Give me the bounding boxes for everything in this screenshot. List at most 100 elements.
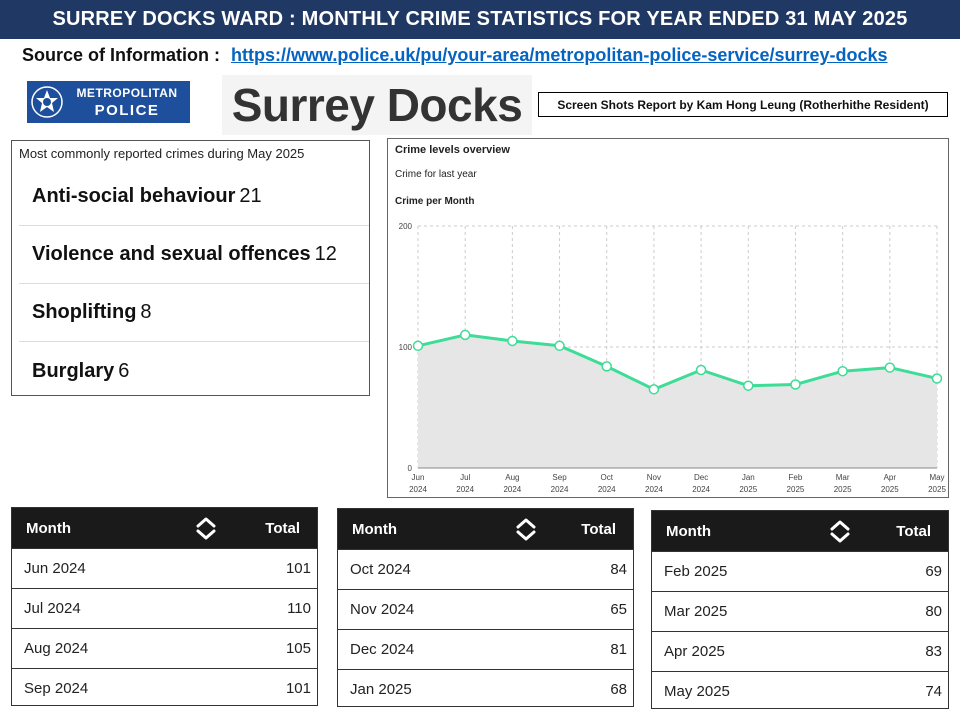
crime-chart-panel: 0 100 200 Jun 2024 Jul 2024 Aug 2024 Sep 2024 Oct 20… (387, 138, 949, 498)
series-line (417, 333, 938, 391)
row-total: 68 (610, 681, 627, 698)
x-tick-label-year: 2025 (881, 485, 899, 494)
data-point (695, 364, 707, 376)
row-month: Oct 2024 (350, 561, 411, 578)
common-crimes-panel: Most commonly reported crimes during May… (11, 140, 370, 396)
total-column-header: Total (896, 522, 931, 540)
row-total: 81 (610, 641, 627, 658)
monthly-table-2: Month Total Oct 2024 84 Nov 2024 65 Dec 20… (337, 508, 634, 707)
y-tick-label: 100 (399, 343, 413, 352)
x-tick-label-month: Jul (460, 473, 470, 482)
x-tick-label-month: Jun (412, 473, 425, 482)
total-column-header: Total (265, 519, 300, 537)
month-column-header: Month (352, 520, 397, 538)
crime-item: Shoplifting 8 (19, 284, 369, 342)
crime-item: Anti-social behaviour 21 (19, 168, 369, 226)
x-tick-label-year: 2025 (739, 485, 757, 494)
data-point (931, 373, 943, 384)
row-total: 105 (285, 640, 311, 657)
row-month: Sep 2024 (24, 680, 89, 697)
table-row: May 2025 74 (652, 671, 948, 711)
table-row: Jun 2024 101 (12, 548, 317, 588)
row-month: Mar 2025 (664, 603, 728, 620)
table-row: Dec 2024 81 (338, 629, 633, 669)
crime-item: Violence and sexual offences 12 (19, 226, 369, 284)
crime-name: Violence and sexual offences (32, 243, 311, 265)
x-tick-label-month: Aug (505, 473, 519, 482)
x-tick-label-month: Feb (789, 473, 803, 482)
common-crimes-heading: Most commonly reported crimes during May… (19, 146, 305, 161)
logo-line-1: METROPOLITAN (76, 86, 178, 100)
page-banner: SURREY DOCKS WARD : MONTHLY CRIME STATIS… (0, 0, 960, 39)
sort-toggle-icon[interactable] (194, 516, 218, 540)
month-column-header: Month (666, 522, 711, 540)
x-tick-label-year: 2024 (409, 485, 427, 494)
data-point (743, 380, 754, 391)
total-column-header: Total (581, 520, 616, 538)
data-point (884, 362, 896, 373)
crime-count: 12 (314, 243, 337, 265)
crime-count: 8 (140, 301, 152, 323)
row-month: May 2025 (664, 683, 730, 700)
month-column-header: Month (26, 519, 71, 537)
table-row: Mar 2025 80 (652, 591, 948, 631)
x-tick-label-year: 2024 (456, 485, 474, 494)
table-row: Feb 2025 69 (652, 551, 948, 591)
chart-subtitle: Crime for last year (395, 169, 477, 180)
table-row: Apr 2025 83 (652, 631, 948, 671)
source-label: Source of Information : (22, 45, 220, 65)
chart-title: Crime levels overview (395, 144, 510, 156)
x-tick-label-year: 2025 (834, 485, 852, 494)
row-total: 69 (925, 563, 942, 580)
row-month: Jan 2025 (350, 681, 412, 698)
table-header: Month Total (652, 511, 948, 551)
metropolitan-police-logo: METROPOLITAN POLICE (27, 81, 190, 123)
crime-name: Shoplifting (32, 301, 137, 323)
x-tick-label-year: 2024 (598, 485, 616, 494)
data-point (790, 379, 801, 390)
data-point (554, 340, 565, 352)
source-line: Source of Information : https://www.poli… (22, 45, 888, 66)
row-month: Nov 2024 (350, 601, 415, 618)
x-tick-label-month: Oct (601, 473, 614, 482)
row-total: 74 (925, 683, 942, 700)
row-month: Feb 2025 (664, 563, 728, 580)
crime-name: Anti-social behaviour (32, 185, 236, 207)
table-row: Sep 2024 101 (12, 668, 317, 708)
row-month: Jun 2024 (24, 560, 86, 577)
table-row: Nov 2024 65 (338, 589, 633, 629)
x-tick-label-month: Sep (552, 473, 567, 482)
table-row: Oct 2024 84 (338, 549, 633, 589)
sort-toggle-icon[interactable] (828, 519, 852, 543)
area-fill (418, 334, 937, 468)
row-month: Apr 2025 (664, 643, 725, 660)
crime-count: 6 (118, 359, 130, 382)
x-tick-label-month: Nov (647, 473, 661, 482)
data-point (601, 361, 612, 372)
table-header: Month Total (338, 509, 633, 549)
monthly-table-1: Month Total Jun 2024 101 Jul 2024 110 Aug … (11, 507, 318, 706)
data-point (837, 365, 848, 377)
table-row: Jul 2024 110 (12, 588, 317, 628)
x-tick-label-month: May (929, 473, 944, 482)
report-credit: Screen Shots Report by Kam Hong Leung (R… (538, 92, 948, 117)
x-tick-label-year: 2024 (551, 485, 569, 494)
row-month: Dec 2024 (350, 641, 415, 658)
data-point (507, 335, 518, 347)
sort-toggle-icon[interactable] (514, 517, 538, 541)
x-tick-label-month: Jan (742, 473, 755, 482)
x-tick-label-month: Dec (694, 473, 708, 482)
logo-line-2: POLICE (94, 102, 160, 119)
row-total: 80 (925, 603, 942, 620)
monthly-table-3: Month Total Feb 2025 69 Mar 2025 80 Apr 20… (651, 510, 949, 709)
crime-count: 21 (239, 185, 262, 207)
source-link[interactable]: https://www.police.uk/pu/your-area/metro… (231, 45, 888, 65)
row-month: Jul 2024 (24, 600, 81, 617)
crime-item: Burglary 6 (19, 342, 369, 395)
table-header: Month Total (12, 508, 317, 548)
row-total: 84 (610, 561, 627, 578)
row-total: 101 (285, 560, 311, 577)
table-row: Aug 2024 105 (12, 628, 317, 668)
x-tick-label-month: Mar (836, 473, 850, 482)
x-tick-label-year: 2025 (787, 485, 805, 494)
